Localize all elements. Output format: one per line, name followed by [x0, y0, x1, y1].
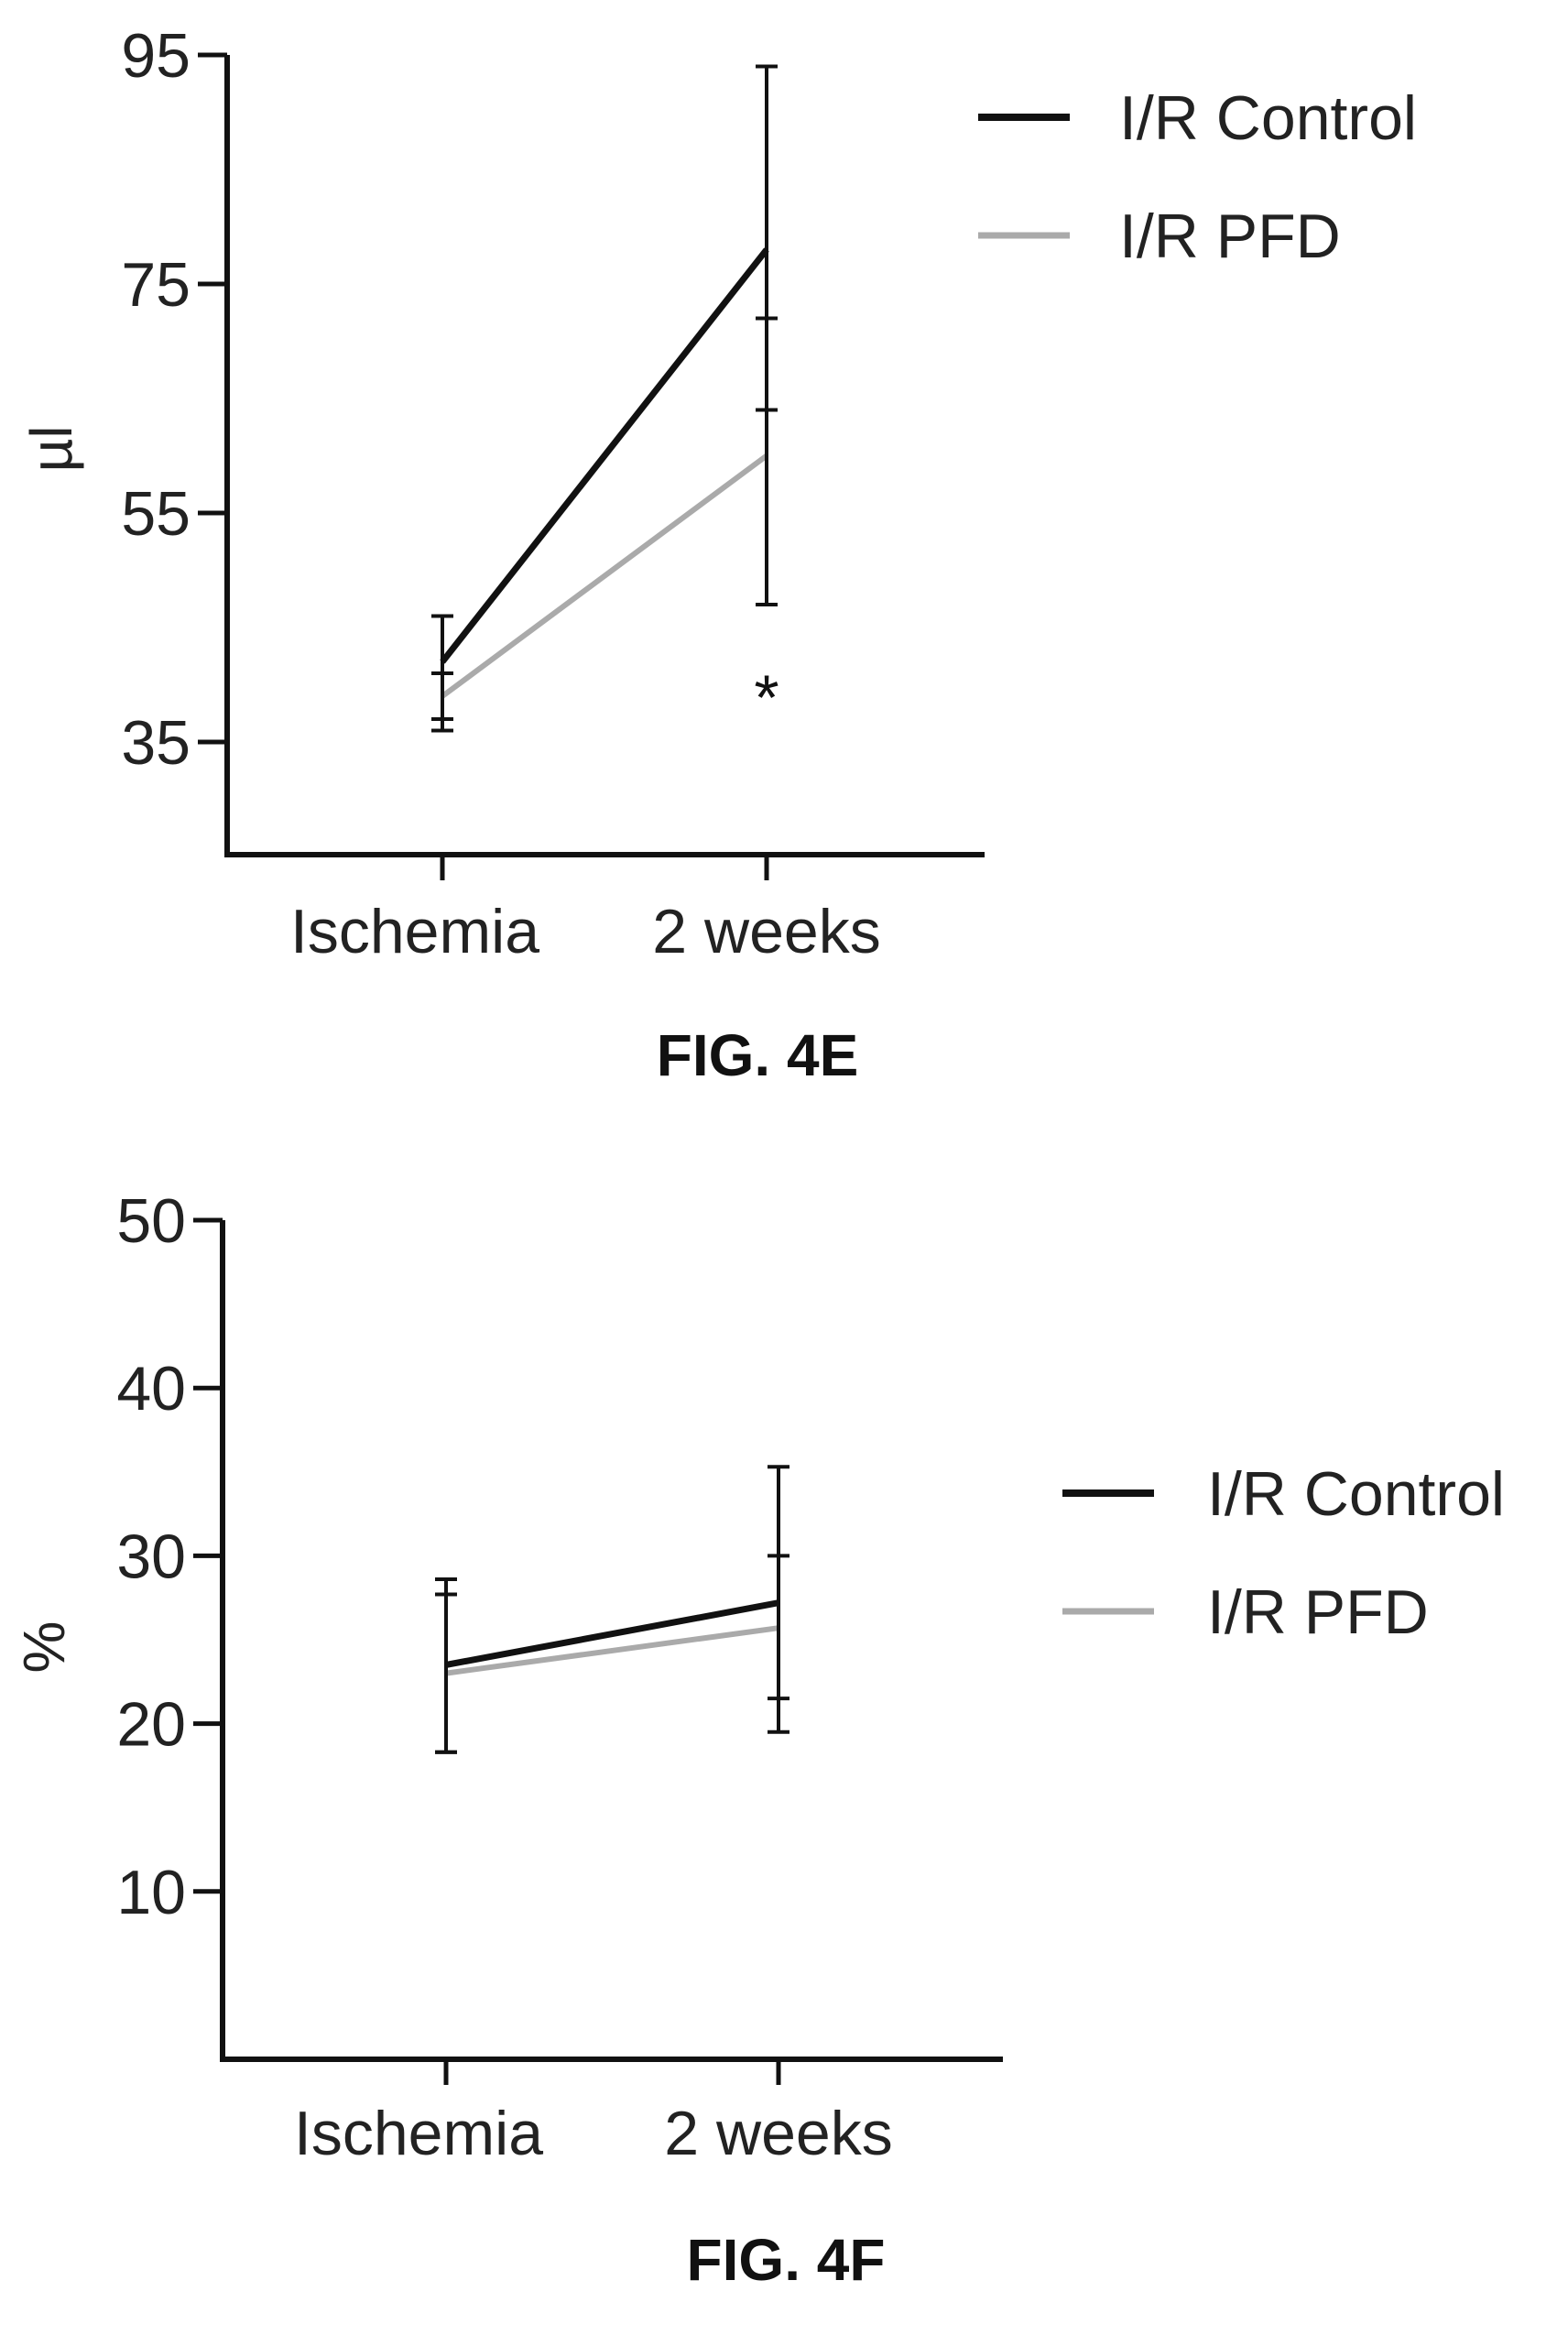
series-line [441, 453, 768, 699]
figure-caption-4e: FIG. 4E [657, 1022, 859, 1088]
chart-fig-4f: 10 20 30 40 50 Ischemia 2 weeks% I/R Control I/R… [11, 1186, 1505, 2168]
significance-asterisk: * [754, 662, 779, 734]
y-tick-label: 95 [121, 21, 191, 91]
y-tick-label: 75 [121, 250, 191, 320]
series-line [445, 1625, 779, 1676]
series-line [440, 247, 769, 664]
y-tick-label: 35 [121, 708, 191, 778]
series-line [445, 1599, 779, 1668]
legend-label: I/R PFD [1207, 1577, 1429, 1647]
legend-label: I/R PFD [1119, 202, 1341, 271]
x-category-label: Ischemia [290, 897, 539, 966]
x-category-label: Ischemia [294, 2099, 543, 2168]
y-axis-label: % [11, 1621, 77, 1674]
figure-caption-4f: FIG. 4F [687, 2227, 886, 2293]
chart-fig-4e: 35 55 75 95 Ischemia 2 weeks µl I/R Control I/R … [18, 21, 1417, 966]
x-category-label: 2 weeks [664, 2099, 892, 2168]
y-tick-label: 50 [116, 1186, 186, 1256]
y-tick-label: 30 [116, 1522, 186, 1591]
legend-label: I/R Control [1119, 83, 1417, 153]
y-tick-label: 10 [116, 1858, 186, 1927]
y-tick-label: 40 [116, 1354, 186, 1424]
x-category-label: 2 weeks [652, 897, 880, 966]
y-tick-label: 55 [121, 479, 191, 549]
y-tick-label: 20 [116, 1690, 186, 1760]
legend-label: I/R Control [1207, 1459, 1505, 1529]
y-axis-label: µl [18, 425, 84, 472]
